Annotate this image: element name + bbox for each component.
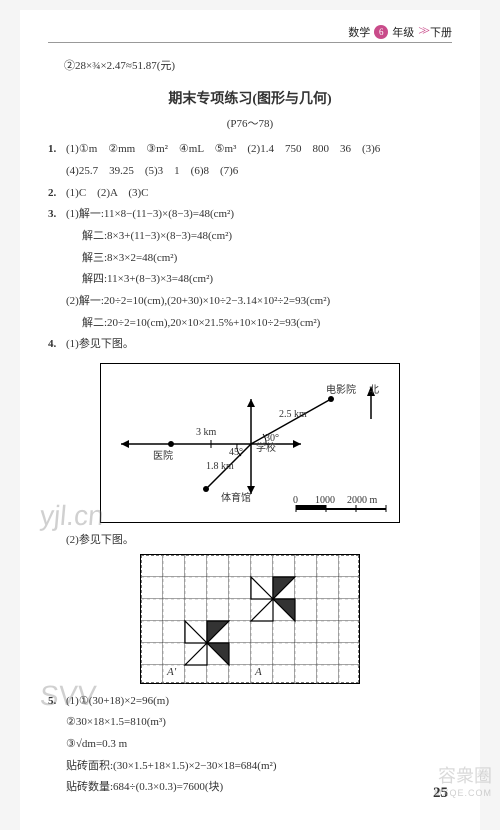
- subject-label: 数学: [348, 24, 370, 40]
- q3-l6: 解二:20÷2=10(cm),20×10×21.5%+10×10÷2=93(cm…: [66, 314, 452, 333]
- lbl-s0: 0: [293, 492, 298, 509]
- q5-l4: 贴砖面积:(30×1.5+18×1.5)×2−30×18=684(m²): [66, 757, 452, 776]
- lbl-1-8: 1.8 km: [206, 458, 234, 475]
- q3-num: 3.: [48, 205, 66, 224]
- q1-line1: (1)①m ②mm ③m² ④mL ⑤m³ (2)1.4 750 800 36 …: [66, 140, 452, 159]
- lbl-3: 3 km: [196, 424, 216, 441]
- grade-suffix: 年级: [392, 24, 414, 40]
- q3: 3. (1)解一:11×8−(11−3)×(8−3)=48(cm²) 解二:8×…: [48, 205, 452, 335]
- header-rule: [48, 42, 452, 43]
- page-header: 数学 6 年级 >> 下册: [48, 24, 452, 40]
- q2-num: 2.: [48, 184, 66, 203]
- q5-l2: ②30×18×1.5=810(m³): [66, 713, 452, 732]
- q1-line2: (4)25.7 39.25 (5)3 1 (6)8 (7)6: [66, 162, 452, 181]
- footer-brand-text: 容衆圈: [438, 766, 492, 786]
- q3-l4: 解四:11×3+(8−3)×3=48(cm²): [66, 270, 452, 289]
- content: ②28×¾×2.47≈51.87(元) 期末专项练习(图形与几何) (P76～7…: [48, 57, 452, 800]
- lbl-school: 学校: [256, 440, 276, 457]
- q5-l3: ③√dm=0.3 m: [66, 735, 452, 754]
- q1-num: 1.: [48, 140, 66, 159]
- q5-l1: (1)①(30+18)×2=96(m): [66, 692, 452, 711]
- grade-badge: 6: [374, 25, 388, 39]
- lbl-cinema: 电影院: [326, 382, 356, 399]
- diagram-grid: A′ A: [140, 554, 360, 684]
- q4: 4. (1)参见下图。: [48, 335, 452, 357]
- footer-domain: MXQE.COM: [434, 788, 492, 798]
- section-pageref: (P76～78): [48, 115, 452, 134]
- chevron-icon: >>: [418, 24, 426, 40]
- q3-l5: (2)解一:20÷2=10(cm),(20+30)×10÷2−3.14×10²÷…: [66, 292, 452, 311]
- q3-l3: 解三:8×3×2=48(cm²): [66, 249, 452, 268]
- lbl-s1: 1000: [315, 492, 335, 509]
- lbl-2-5: 2.5 km: [279, 406, 307, 423]
- q1: 1. (1)①m ②mm ③m² ④mL ⑤m³ (2)1.4 750 800 …: [48, 140, 452, 183]
- q2: 2. (1)C (2)A (3)C: [48, 184, 452, 206]
- q4-num: 4.: [48, 335, 66, 354]
- q5-l5: 贴砖数量:684÷(0.3×0.3)=7600(块): [66, 778, 452, 797]
- section-title: 期末专项练习(图形与几何): [48, 88, 452, 112]
- q3-l2: 解二:8×3+(11−3)×(8−3)=48(cm²): [66, 227, 452, 246]
- page: 数学 6 年级 >> 下册 ②28×¾×2.47≈51.87(元) 期末专项练习…: [20, 10, 480, 830]
- q4-l1: (1)参见下图。: [66, 335, 452, 354]
- lbl-s2: 2000 m: [347, 492, 377, 509]
- lbl-a: A: [255, 663, 262, 682]
- q2-body: (1)C (2)A (3)C: [66, 184, 452, 203]
- volume-label: 下册: [430, 24, 452, 40]
- lbl-north: 北: [369, 382, 379, 399]
- lbl-gym: 体育馆: [221, 490, 251, 507]
- q3-l1: (1)解一:11×8−(11−3)×(8−3)=48(cm²): [66, 205, 452, 224]
- lbl-hospital: 医院: [153, 448, 173, 465]
- diagram-map: 电影院 北 2.5 km 3 km 30° 45° 学校 医院 1.8 km 体…: [100, 363, 400, 523]
- q5: 5. (1)①(30+18)×2=96(m) ②30×18×1.5=810(m³…: [48, 692, 452, 800]
- q4-l2: (2)参见下图。: [48, 531, 452, 550]
- q5-num: 5.: [48, 692, 66, 711]
- footer-brand: 容衆圈 MXQE.COM: [434, 762, 492, 798]
- top-line: ②28×¾×2.47≈51.87(元): [48, 57, 452, 76]
- lbl-aprime: A′: [167, 663, 176, 682]
